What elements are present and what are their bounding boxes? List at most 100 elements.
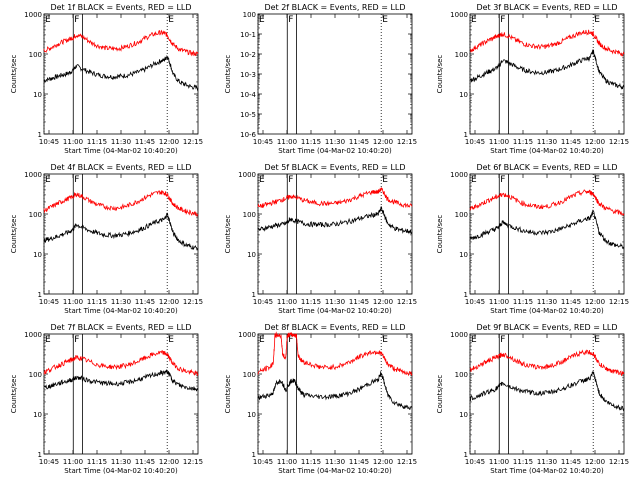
series-line-events — [43, 369, 199, 392]
y-tick-label: 1000 — [238, 331, 256, 339]
x-tick-label: 10:45 — [253, 138, 273, 146]
x-tick-label: 12:15 — [183, 298, 203, 306]
x-tick-label: 11:30 — [111, 458, 131, 466]
y-tick-label: 1 — [252, 291, 256, 299]
series-line-lld — [469, 349, 625, 377]
x-tick-label: 11:15 — [513, 458, 533, 466]
y-tick-label: 1 — [464, 451, 468, 459]
y-tick-label: 10 — [247, 411, 256, 419]
chart-panel-2: Det 2f BLACK = Events, RED = LLD 10-6 10-5… — [224, 3, 417, 155]
series-line-lld — [257, 187, 413, 209]
x-tick-label: 11:30 — [537, 138, 557, 146]
event-marker-label: E — [382, 335, 388, 345]
plot-frame — [469, 333, 625, 455]
series-line-events — [469, 371, 625, 412]
x-tick-label: 11:00 — [489, 138, 509, 146]
y-axis-label: Counts/sec — [436, 55, 444, 94]
chart-panel-6: Det 6f BLACK = Events, RED = LLD 1 10 100 10… — [436, 163, 629, 315]
x-tick-label: 11:45 — [349, 298, 369, 306]
y-tick-label: 1000 — [450, 171, 468, 179]
chart-title: Det 3f BLACK = Events, RED = LLD — [476, 3, 617, 12]
y-axis-label: Counts/sec — [10, 375, 18, 414]
event-marker-label: E — [382, 175, 388, 185]
x-axis-label: Start Time (04-Mar-02 10:40:20) — [64, 307, 178, 315]
event-marker-label: E — [471, 175, 477, 185]
chart-panel-3: Det 3f BLACK = Events, RED = LLD 1 10 100 10… — [436, 3, 629, 155]
y-axis-label: Counts/sec — [10, 55, 18, 94]
plot-frame — [257, 173, 413, 295]
event-marker-label: E — [45, 175, 51, 185]
event-marker-label: E — [594, 15, 600, 25]
y-tick-label: 1000 — [238, 171, 256, 179]
chart-panel-9: Det 9f BLACK = Events, RED = LLD 1 10 100 10… — [436, 323, 629, 475]
event-marker-label: E — [471, 15, 477, 25]
y-tick-label: 100 — [243, 211, 256, 219]
x-tick-label: 11:15 — [87, 138, 107, 146]
x-tick-label: 11:00 — [489, 458, 509, 466]
x-tick-label: 11:00 — [277, 458, 297, 466]
series-line-lld — [43, 190, 199, 218]
x-tick-label: 11:00 — [63, 298, 83, 306]
event-marker-label: F — [500, 15, 505, 25]
x-tick-label: 11:30 — [537, 458, 557, 466]
chart-title: Det 4f BLACK = Events, RED = LLD — [50, 163, 191, 172]
chart-title: Det 2f BLACK = Events, RED = LLD — [264, 3, 405, 12]
event-marker-label: E — [594, 335, 600, 345]
x-tick-label: 12:00 — [159, 458, 179, 466]
x-tick-label: 12:00 — [585, 458, 605, 466]
chart-panel-8: Det 8f BLACK = Events, RED = LLD 1 10 100 10… — [224, 323, 417, 475]
x-tick-label: 10:45 — [253, 458, 273, 466]
series-line-events — [257, 206, 413, 235]
y-tick-label: 1000 — [24, 331, 42, 339]
x-tick-label: 12:15 — [183, 138, 203, 146]
event-marker-label: F — [288, 335, 293, 345]
x-tick-label: 11:00 — [63, 458, 83, 466]
event-marker-label: E — [259, 15, 265, 25]
chart-title: Det 7f BLACK = Events, RED = LLD — [50, 323, 191, 332]
x-tick-label: 11:45 — [135, 298, 155, 306]
series-line-events — [43, 212, 199, 251]
chart-title: Det 1f BLACK = Events, RED = LLD — [50, 3, 191, 12]
x-tick-label: 12:15 — [609, 298, 629, 306]
event-marker-label: E — [45, 335, 51, 345]
y-tick-label: 10 — [33, 251, 42, 259]
chart-title: Det 5f BLACK = Events, RED = LLD — [264, 163, 405, 172]
chart-title: Det 8f BLACK = Events, RED = LLD — [264, 323, 405, 332]
chart-panel-7: Det 7f BLACK = Events, RED = LLD 1 10 100 10… — [10, 323, 203, 475]
x-tick-label: 12:15 — [183, 458, 203, 466]
series-line-lld — [43, 349, 199, 377]
y-tick-label: 1000 — [24, 171, 42, 179]
chart-title: Det 6f BLACK = Events, RED = LLD — [476, 163, 617, 172]
event-marker-label: E — [382, 15, 388, 25]
x-tick-label: 12:00 — [159, 138, 179, 146]
chart-title: Det 9f BLACK = Events, RED = LLD — [476, 323, 617, 332]
x-tick-label: 11:00 — [277, 298, 297, 306]
x-tick-label: 10:45 — [465, 458, 485, 466]
x-tick-label: 11:45 — [561, 138, 581, 146]
x-tick-label: 12:15 — [609, 458, 629, 466]
x-tick-label: 11:15 — [301, 458, 321, 466]
x-tick-label: 11:30 — [111, 298, 131, 306]
series-line-lld — [257, 331, 413, 377]
x-tick-label: 12:00 — [585, 298, 605, 306]
y-tick-label: 100 — [29, 211, 42, 219]
y-axis-label: Counts/sec — [10, 215, 18, 254]
x-tick-label: 11:30 — [325, 138, 345, 146]
x-tick-label: 11:30 — [325, 298, 345, 306]
x-tick-label: 11:30 — [325, 458, 345, 466]
event-marker-label: E — [259, 175, 265, 185]
y-tick-label: 10 — [247, 251, 256, 259]
x-tick-label: 10:45 — [39, 458, 59, 466]
plot-frame — [257, 13, 413, 135]
y-tick-label: 100 — [29, 371, 42, 379]
y-axis-label: Counts/sec — [436, 375, 444, 414]
y-tick-label: 1 — [252, 451, 256, 459]
y-tick-label: 1 — [38, 451, 42, 459]
event-marker-label: E — [168, 175, 174, 185]
event-marker-label: E — [259, 335, 265, 345]
x-tick-label: 11:45 — [349, 138, 369, 146]
x-tick-label: 12:00 — [373, 298, 393, 306]
series-line-lld — [469, 29, 625, 57]
x-tick-label: 11:15 — [87, 458, 107, 466]
